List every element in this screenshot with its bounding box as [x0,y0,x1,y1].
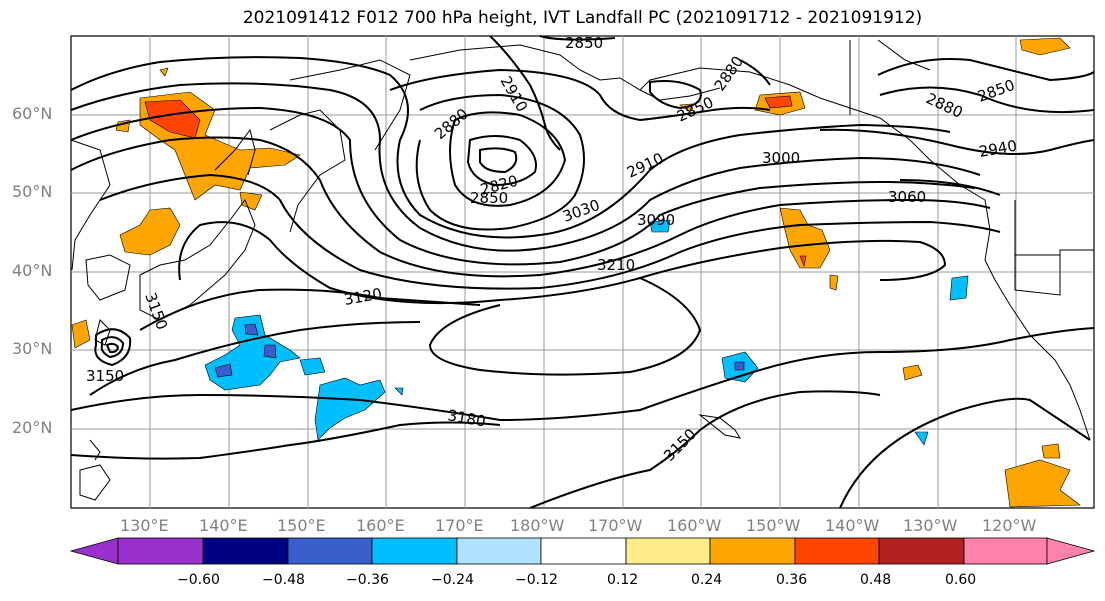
lat-label: 20°N [12,418,53,437]
lat-label: 50°N [12,182,53,201]
lat-label: 30°N [12,339,53,358]
contour-label: 3210 [597,256,635,274]
colorbar-segment [963,537,1048,565]
colorbar-segment [540,537,627,565]
colorbar-segment [794,537,880,565]
contour-label: 3090 [637,211,675,229]
lon-label: 130°E [120,516,169,535]
colorbar-tick-label: −0.24 [431,572,474,588]
lon-label: 180°W [510,516,565,535]
colorbar-segment [625,537,711,565]
colorbar-segment [1046,537,1096,565]
contour-label: 3150 [86,367,124,385]
lon-label: 120°W [982,516,1037,535]
lon-label: 140°W [825,516,880,535]
colorbar-segment [69,537,119,565]
colorbar-segment [117,537,204,565]
colorbar-segment [202,537,289,565]
contour-label: 2850 [470,189,508,207]
lon-label: 170°E [435,516,484,535]
lon-label: 160°W [667,516,722,535]
colorbar-tick-label: −0.60 [177,572,220,588]
colorbar-segment [878,537,965,565]
height-contours [70,35,1095,509]
colorbar-tick-label: 0.24 [691,572,723,588]
lon-label: 140°E [199,516,248,535]
lat-label: 40°N [12,261,53,280]
ivt-shading [71,37,1081,508]
colorbar-tick-label: 0.48 [860,572,892,588]
colorbar-segment [709,537,796,565]
colorbar-segment [371,537,458,565]
colorbar-tick-label: 0.60 [945,572,977,588]
colorbar-segment [456,537,542,565]
lon-label: 160°E [356,516,405,535]
lon-label: 130°W [903,516,958,535]
colorbar-tick-label: −0.36 [346,572,389,588]
map-title: 2021091412 F012 700 hPa height, IVT Land… [242,8,923,28]
colorbar [69,537,1096,565]
lat-label: 60°N [12,104,53,123]
colorbar-segment [287,537,373,565]
contour-label: 3000 [762,149,800,167]
colorbar-tick-label: −0.48 [262,572,305,588]
contour-label: 2850 [565,34,603,52]
lon-label: 150°W [746,516,801,535]
colorbar-tick-label: 0.12 [607,572,639,588]
contour-label: 3060 [888,188,926,206]
lon-label: 170°W [588,516,643,535]
colorbar-tick-label: 0.36 [776,572,808,588]
lon-label: 150°E [277,516,326,535]
colorbar-tick-label: −0.12 [515,572,558,588]
